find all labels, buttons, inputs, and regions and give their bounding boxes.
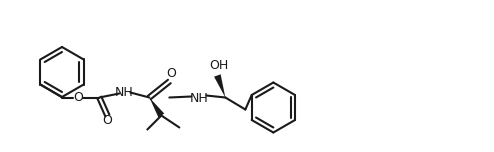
Text: NH: NH [115, 86, 134, 99]
Polygon shape [149, 97, 165, 117]
Text: O: O [166, 67, 176, 80]
Polygon shape [214, 74, 225, 97]
Text: O: O [74, 91, 83, 104]
Text: OH: OH [210, 59, 229, 72]
Text: NH: NH [190, 92, 209, 105]
Text: O: O [102, 114, 112, 127]
